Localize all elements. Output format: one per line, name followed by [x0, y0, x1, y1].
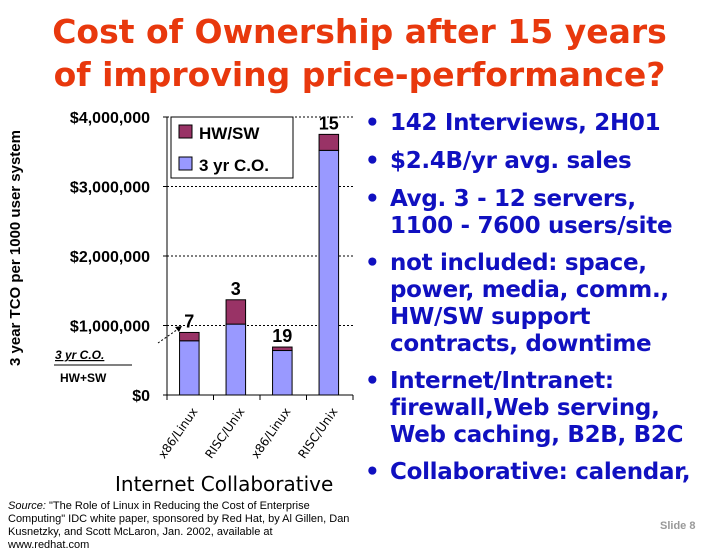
- y-tick-label: $3,000,000: [70, 180, 150, 197]
- data-label: 15: [319, 113, 339, 133]
- bar-segment-hw-sw: [272, 346, 293, 352]
- y-tick-label: $0: [132, 388, 150, 405]
- annotation-arrow: [157, 326, 182, 344]
- legend: HW/SW 3 yr C.O.: [170, 116, 294, 179]
- y-tick-label: $4,000,000: [70, 110, 150, 127]
- stacked-bar-chart: 3 year TCO per 1000 user system $0 $1,000…: [7, 110, 354, 405]
- group-label-internet: Internet: [115, 472, 195, 496]
- legend-swatch-co: [178, 156, 193, 171]
- y-tick-label: $1,000,000: [70, 319, 150, 336]
- bar-segment-3-yr-c-o-: [225, 323, 247, 396]
- bar-segment-3-yr-c-o-: [272, 350, 293, 396]
- slide-title-line1: Cost of Ownership after 15 years: [52, 12, 667, 51]
- y-tick-label: $2,000,000: [70, 249, 150, 266]
- legend-label-hwsw: HW/SW: [199, 124, 260, 143]
- legend-swatch-hwsw: [178, 124, 193, 139]
- group-label-collaborative: Collaborative: [200, 472, 334, 496]
- slide-title-line2: of improving price-performance?: [53, 55, 666, 94]
- y-axis-label: 3 year TCO per 1000 user system: [7, 130, 24, 366]
- data-label: 7: [184, 311, 194, 331]
- bar-segment-3-yr-c-o-: [179, 340, 200, 396]
- data-label: 3: [231, 279, 241, 299]
- footer-source-label: Source:: [8, 500, 46, 512]
- bar-segment-hw-sw: [318, 133, 340, 151]
- data-label: 19: [272, 326, 292, 346]
- slide-number: Slide 8: [660, 520, 696, 532]
- bar-segment-3-yr-c-o-: [318, 149, 340, 396]
- footer-source-line1: "The Role of Linux in Reducing the Cost …: [8, 500, 310, 525]
- ratio-denominator: HW+SW: [60, 371, 107, 385]
- bar-segment-hw-sw: [179, 331, 200, 342]
- footer-source: Source: "The Role of Linux in Reducing t…: [8, 500, 353, 552]
- ratio-annotation: 3 yr C.O. HW+SW: [54, 326, 182, 385]
- bar-segment-hw-sw: [225, 299, 247, 325]
- category-group-labels: Internet Collaborative: [115, 472, 333, 496]
- legend-label-co: 3 yr C.O.: [199, 156, 269, 175]
- ratio-numerator: 3 yr C.O.: [55, 348, 104, 362]
